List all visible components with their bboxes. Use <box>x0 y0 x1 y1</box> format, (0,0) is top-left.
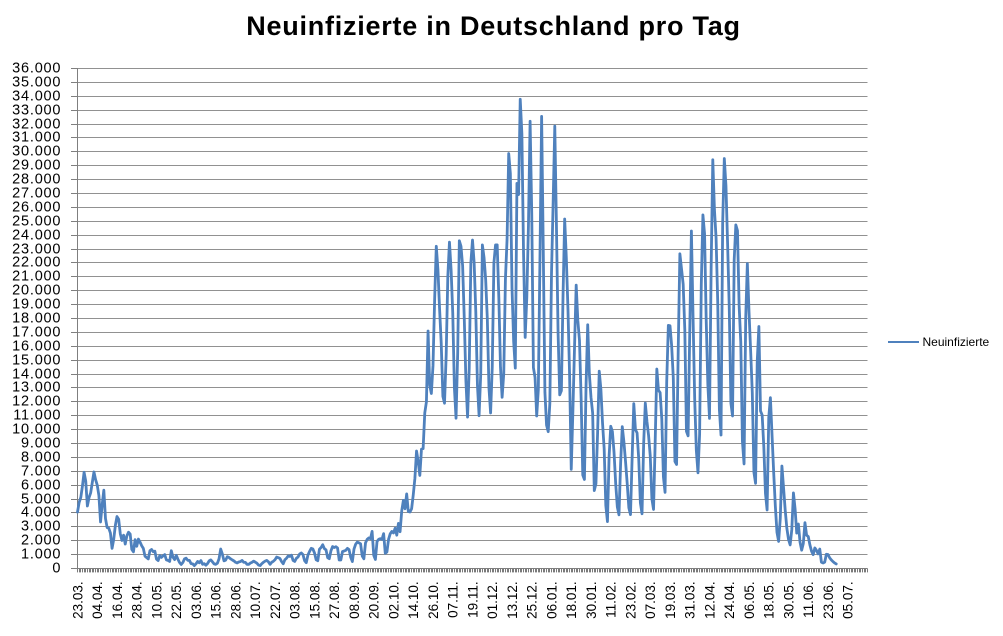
svg-text:20.000: 20.000 <box>12 283 61 299</box>
svg-text:30.01.: 30.01. <box>584 581 599 619</box>
svg-text:28.04.: 28.04. <box>130 581 145 619</box>
svg-text:33.000: 33.000 <box>12 103 61 119</box>
svg-text:30.000: 30.000 <box>12 144 61 160</box>
svg-text:12.000: 12.000 <box>12 394 61 410</box>
svg-text:07.11.: 07.11. <box>446 581 461 618</box>
svg-text:Neuinfizierte in Deutschland p: Neuinfizierte in Deutschland pro Tag <box>246 11 741 41</box>
svg-text:1.000: 1.000 <box>21 547 61 563</box>
svg-text:19.11.: 19.11. <box>465 581 480 618</box>
svg-text:36.000: 36.000 <box>12 61 61 77</box>
svg-text:9.000: 9.000 <box>21 436 61 452</box>
svg-text:06.05.: 06.05. <box>742 581 757 619</box>
svg-text:04.04.: 04.04. <box>90 581 105 619</box>
svg-text:31.03.: 31.03. <box>683 581 698 619</box>
svg-text:21.000: 21.000 <box>12 269 61 285</box>
svg-text:20.09.: 20.09. <box>367 581 382 619</box>
svg-text:18.000: 18.000 <box>12 311 61 327</box>
svg-text:3.000: 3.000 <box>21 519 61 535</box>
svg-text:02.10.: 02.10. <box>386 581 401 619</box>
svg-text:15.000: 15.000 <box>12 353 61 369</box>
svg-text:30.05.: 30.05. <box>781 581 796 619</box>
svg-text:12.04.: 12.04. <box>702 581 717 619</box>
svg-text:18.01.: 18.01. <box>564 581 579 619</box>
svg-text:27.08.: 27.08. <box>327 581 342 619</box>
svg-text:08.09.: 08.09. <box>347 581 362 619</box>
svg-text:2.000: 2.000 <box>21 533 61 549</box>
svg-text:10.05.: 10.05. <box>149 581 164 619</box>
svg-text:26.10.: 26.10. <box>426 581 441 619</box>
svg-text:0: 0 <box>52 561 61 577</box>
svg-text:5.000: 5.000 <box>21 492 61 508</box>
svg-text:01.12.: 01.12. <box>485 581 500 619</box>
svg-text:18.05.: 18.05. <box>762 581 777 619</box>
svg-text:6.000: 6.000 <box>21 478 61 494</box>
svg-text:23.000: 23.000 <box>12 242 61 258</box>
svg-text:24.04.: 24.04. <box>722 581 737 619</box>
svg-text:11.02.: 11.02. <box>604 581 619 618</box>
svg-text:07.03.: 07.03. <box>643 581 658 619</box>
svg-text:28.06.: 28.06. <box>228 581 243 619</box>
svg-text:10.000: 10.000 <box>12 422 61 438</box>
svg-text:4.000: 4.000 <box>21 505 61 521</box>
svg-text:23.02.: 23.02. <box>623 581 638 619</box>
svg-text:03.08.: 03.08. <box>288 581 303 619</box>
svg-text:Neuinfizierte: Neuinfizierte <box>923 335 990 349</box>
svg-text:22.05.: 22.05. <box>169 581 184 619</box>
svg-text:11.000: 11.000 <box>13 408 61 424</box>
svg-text:27.000: 27.000 <box>12 186 61 202</box>
svg-text:16.000: 16.000 <box>12 339 61 355</box>
svg-text:31.000: 31.000 <box>12 130 61 146</box>
svg-text:26.000: 26.000 <box>12 200 61 216</box>
svg-text:05.07.: 05.07. <box>841 581 856 619</box>
svg-text:8.000: 8.000 <box>21 450 61 466</box>
svg-text:28.000: 28.000 <box>12 172 61 188</box>
svg-text:35.000: 35.000 <box>12 75 61 91</box>
svg-text:15.08.: 15.08. <box>307 581 322 619</box>
svg-text:23.03.: 23.03. <box>70 581 85 619</box>
svg-text:03.06.: 03.06. <box>189 581 204 619</box>
svg-text:14.000: 14.000 <box>12 367 61 383</box>
svg-text:22.000: 22.000 <box>12 255 61 271</box>
svg-text:06.01.: 06.01. <box>544 581 559 619</box>
svg-text:32.000: 32.000 <box>12 117 61 133</box>
svg-text:22.07.: 22.07. <box>268 581 283 619</box>
svg-text:16.04.: 16.04. <box>110 581 125 619</box>
svg-text:24.000: 24.000 <box>12 228 61 244</box>
svg-text:19.03.: 19.03. <box>663 581 678 619</box>
svg-text:23.06.: 23.06. <box>821 581 836 619</box>
svg-text:25.000: 25.000 <box>12 214 61 230</box>
svg-text:13.12.: 13.12. <box>505 581 520 619</box>
svg-text:17.000: 17.000 <box>12 325 61 341</box>
svg-text:19.000: 19.000 <box>12 297 61 313</box>
svg-text:29.000: 29.000 <box>12 158 61 174</box>
svg-text:34.000: 34.000 <box>12 89 61 105</box>
svg-text:11.06.: 11.06. <box>801 581 816 618</box>
svg-text:25.12.: 25.12. <box>525 581 540 619</box>
svg-text:13.000: 13.000 <box>12 380 61 396</box>
svg-text:7.000: 7.000 <box>21 464 61 480</box>
svg-text:10.07.: 10.07. <box>248 581 263 619</box>
svg-text:14.10.: 14.10. <box>406 581 421 619</box>
svg-text:15.06.: 15.06. <box>209 581 224 619</box>
